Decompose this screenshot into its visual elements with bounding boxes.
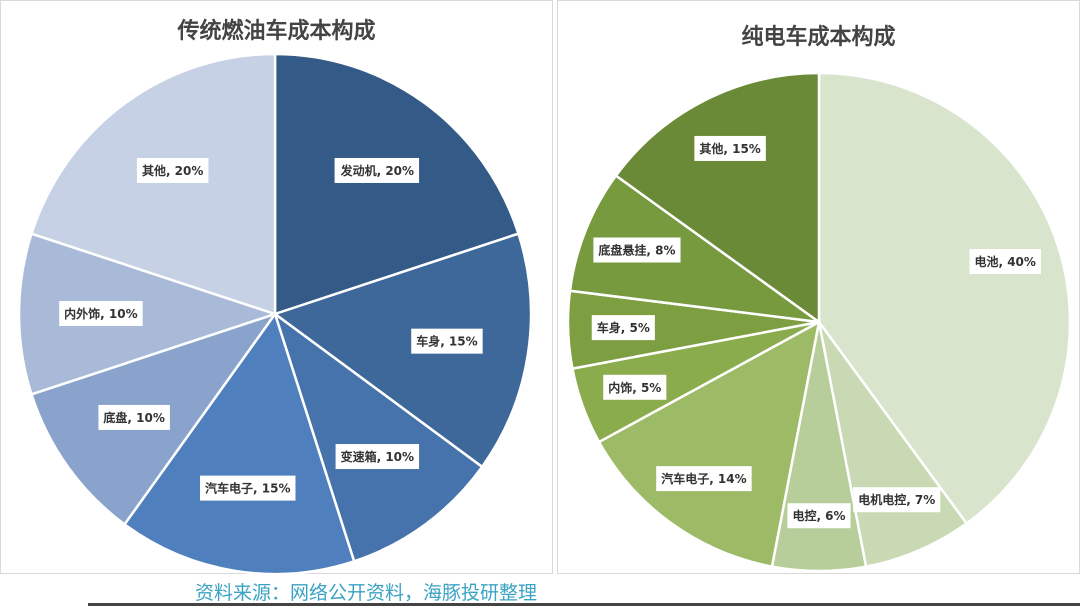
data-label: 底盘, 10%: [103, 410, 164, 425]
data-label: 车身, 5%: [597, 320, 650, 335]
data-label-box: [853, 487, 941, 513]
data-label: 内外饰, 10%: [64, 306, 137, 321]
data-label: 汽车电子, 15%: [205, 481, 290, 496]
data-label-box: [200, 475, 296, 501]
ev-pie-chart: 电池, 40% 电机电控, 7% 电控, 6% 汽车电子, 14% 内饰, 5% 车身, …: [566, 71, 1072, 573]
data-label: 其他, 15%: [699, 141, 760, 156]
data-label: 电机电控, 7%: [858, 492, 935, 507]
pie-slice-汽车电子: [122, 311, 356, 575]
pie-slice-变速箱: [272, 310, 484, 563]
source-note: 资料来源：网络公开资料，海豚投研整理: [195, 582, 538, 604]
data-label: 其他, 20%: [142, 163, 203, 178]
data-label-box: [787, 503, 851, 529]
data-label-box: [969, 248, 1041, 274]
data-label: 车身, 15%: [416, 334, 477, 349]
pie-slice-底盘悬挂: [568, 173, 820, 324]
ice-cost-chart-panel: 传统燃油车成本构成 发动机, 20% 车身, 15% 变速箱, 10% 汽车电子, 1…: [0, 0, 553, 575]
data-label-box: [591, 315, 655, 341]
ev-cost-chart-panel: 纯电车成本构成 电池, 40% 电机电控, 7% 电控, 6% 汽车电子, 14% 内饰…: [557, 0, 1080, 574]
data-label-box: [593, 237, 681, 263]
data-label-box: [656, 466, 752, 492]
bottom-divider: [88, 603, 1080, 606]
chart-title: 传统燃油车成本构成: [177, 19, 376, 44]
data-label-box: [335, 444, 420, 470]
data-label: 电池, 40%: [974, 254, 1035, 269]
data-label-box: [411, 328, 483, 354]
data-label: 内饰, 5%: [608, 380, 661, 395]
data-label-box: [59, 301, 143, 326]
data-label-box: [136, 157, 209, 183]
data-label: 电控, 6%: [792, 508, 845, 523]
data-label: 汽车电子, 14%: [661, 471, 746, 486]
pie-slice-其他: [29, 52, 277, 316]
data-label-box: [98, 404, 170, 430]
pie-slice-发动机: [273, 52, 521, 316]
pie-slice-其他: [614, 71, 821, 325]
pie-slice-内外饰: [17, 232, 279, 396]
pie-slice-电池: [817, 71, 1072, 526]
pie-slice-汽车电子: [597, 319, 821, 569]
data-label-box: [334, 157, 420, 183]
data-label: 变速箱, 10%: [341, 449, 414, 464]
data-label-box: [603, 374, 667, 400]
pie-slice-车身: [272, 232, 533, 469]
ice-pie-chart: 发动机, 20% 车身, 15% 变速箱, 10% 汽车电子, 15% 底盘, 10% 内…: [17, 52, 533, 575]
data-label-box: [694, 135, 766, 161]
data-label: 发动机, 20%: [340, 163, 414, 178]
chart-title: 纯电车成本构成: [741, 25, 896, 50]
data-label: 底盘悬挂, 8%: [598, 243, 675, 258]
